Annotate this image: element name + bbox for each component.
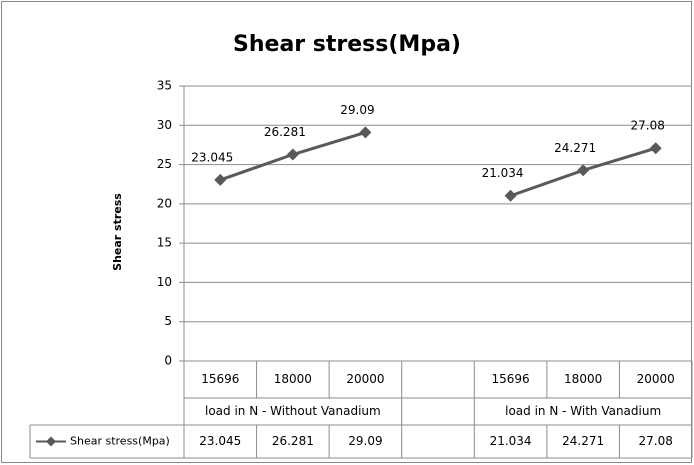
table-value: 23.045 <box>199 434 241 448</box>
table-value: 21.034 <box>490 434 532 448</box>
y-tick-label: 5 <box>164 314 172 328</box>
y-axis-label: Shear stress <box>111 193 124 271</box>
x-tick-label: 15696 <box>491 372 529 386</box>
x-tick-label: 20000 <box>637 372 675 386</box>
data-label: 27.08 <box>631 119 665 133</box>
y-tick-label: 10 <box>157 275 172 289</box>
point-marker <box>359 126 372 139</box>
y-tick-label: 0 <box>164 354 172 368</box>
table-value: 26.281 <box>272 434 314 448</box>
table-value: 24.271 <box>562 434 604 448</box>
y-tick-label: 30 <box>157 118 172 132</box>
chart-title: Shear stress(Mpa) <box>233 32 461 57</box>
point-marker <box>649 142 662 155</box>
x-tick-label: 20000 <box>346 372 384 386</box>
table-value: 27.08 <box>639 434 673 448</box>
legend-label: Shear stress(Mpa) <box>70 435 170 448</box>
y-tick-label: 20 <box>157 196 172 210</box>
data-label: 24.271 <box>554 141 596 155</box>
point-marker <box>286 148 299 161</box>
x-tick-label: 15696 <box>201 372 239 386</box>
data-label: 29.09 <box>340 103 374 117</box>
y-tick-label: 25 <box>157 157 172 171</box>
x-tick-label: 18000 <box>274 372 312 386</box>
data-label: 23.045 <box>191 150 233 164</box>
point-marker <box>214 173 227 186</box>
y-tick-label: 35 <box>157 79 172 93</box>
y-tick-label: 15 <box>157 236 172 250</box>
group-label: load in N - Without Vanadium <box>205 404 381 418</box>
x-tick-label: 18000 <box>564 372 602 386</box>
data-label: 26.281 <box>264 125 306 139</box>
data-label: 21.034 <box>482 166 524 180</box>
table-value: 29.09 <box>348 434 382 448</box>
point-marker <box>504 189 517 202</box>
legend-marker <box>46 436 56 447</box>
group-label: load in N - With Vanadium <box>505 404 661 418</box>
point-marker <box>577 164 590 177</box>
